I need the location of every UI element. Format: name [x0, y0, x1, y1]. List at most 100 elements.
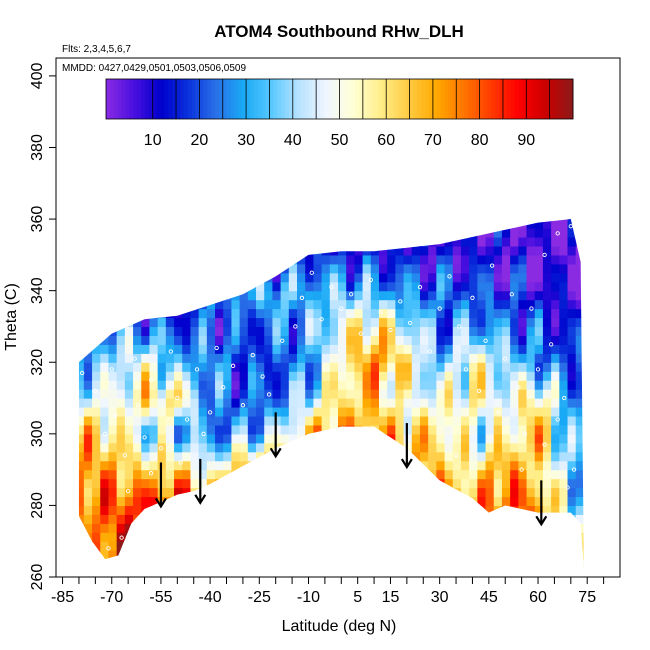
- heatmap-cell: [59, 559, 68, 569]
- x-tick-label: 5: [353, 589, 362, 606]
- heatmap-cell: [567, 568, 577, 570]
- heatmap-cell: [231, 442, 241, 453]
- heatmap-cell: [460, 389, 470, 399]
- heatmap-cell: [313, 460, 323, 471]
- heatmap-cell: [501, 487, 511, 498]
- heatmap-cell: [231, 201, 240, 211]
- heatmap-cell: [411, 335, 421, 345]
- colorbar-cell: [214, 79, 220, 119]
- heatmap-cell: [346, 389, 355, 399]
- heatmap-cell: [141, 326, 151, 336]
- heatmap-cell: [305, 514, 315, 524]
- heatmap-cell: [387, 281, 396, 292]
- heatmap-cell: [100, 272, 110, 283]
- heatmap-cell: [223, 523, 233, 533]
- heatmap-cell: [518, 433, 528, 444]
- heatmap-cell: [124, 362, 134, 372]
- heatmap-cell: [206, 398, 216, 408]
- heatmap-cell: [346, 263, 355, 274]
- heatmap-cell: [501, 317, 511, 328]
- heatmap-cell: [518, 299, 528, 310]
- heatmap-cell: [485, 568, 495, 570]
- heatmap-cell: [338, 398, 347, 408]
- heatmap-cell: [157, 380, 167, 390]
- heatmap-cell: [239, 398, 249, 408]
- heatmap-cell: [182, 201, 191, 211]
- heatmap-cell: [403, 523, 413, 533]
- heatmap-cell: [362, 532, 372, 542]
- heatmap-cell: [575, 353, 584, 363]
- heatmap-cell: [395, 487, 405, 498]
- heatmap-cell: [510, 406, 519, 417]
- heatmap-cell: [419, 442, 429, 453]
- heatmap-cell: [321, 398, 331, 408]
- data-point: [207, 410, 213, 415]
- heatmap-cell: [411, 424, 421, 435]
- colorbar-cell: [347, 79, 352, 119]
- heatmap-cell: [469, 236, 478, 247]
- heatmap-cell: [346, 398, 355, 408]
- heatmap-cell: [158, 201, 167, 211]
- heatmap-cell: [338, 406, 347, 417]
- heatmap-cell: [403, 532, 413, 542]
- heatmap-cell: [108, 201, 117, 211]
- heatmap-cell: [542, 290, 552, 301]
- heatmap-cell: [288, 371, 298, 381]
- heatmap-cell: [124, 308, 134, 319]
- heatmap-cell: [78, 406, 85, 417]
- heatmap-cell: [485, 299, 495, 310]
- heatmap-cell: [395, 228, 405, 238]
- heatmap-cell: [165, 550, 175, 560]
- heatmap-cell: [338, 514, 347, 524]
- heatmap-cell: [174, 505, 183, 515]
- heatmap-cell: [346, 559, 355, 569]
- heatmap-cell: [510, 254, 519, 265]
- heatmap-cell: [280, 353, 290, 363]
- colorbar-cell: [308, 79, 313, 119]
- heatmap-cell: [370, 424, 380, 435]
- heatmap-cell: [133, 523, 142, 533]
- heatmap-cell: [157, 433, 167, 444]
- heatmap-cell: [78, 559, 85, 569]
- heatmap-cell: [280, 281, 290, 292]
- heatmap-cell: [346, 514, 355, 524]
- heatmap-cell: [92, 478, 101, 489]
- heatmap-cell: [149, 219, 159, 229]
- heatmap-cell: [411, 290, 421, 301]
- heatmap-cell: [149, 415, 159, 426]
- heatmap-cell: [551, 371, 560, 381]
- heatmap-cell: [403, 317, 413, 328]
- heatmap-cell: [436, 281, 446, 292]
- heatmap-cell: [157, 228, 167, 238]
- heatmap-cell: [493, 380, 503, 390]
- heatmap-cell: [272, 460, 282, 471]
- heatmap-cell: [182, 523, 192, 533]
- heatmap-cell: [387, 380, 396, 390]
- heatmap-cell: [510, 460, 519, 471]
- heatmap-cell: [436, 201, 445, 211]
- colorbar-cell: [565, 79, 570, 119]
- colorbar-cell: [152, 79, 158, 119]
- heatmap-cell: [297, 389, 306, 399]
- heatmap-cell: [460, 308, 470, 319]
- heatmap-cell: [518, 568, 528, 570]
- heatmap-cell: [100, 478, 110, 489]
- heatmap-cell: [485, 272, 495, 283]
- heatmap-cell: [583, 568, 584, 570]
- heatmap-cell: [395, 433, 405, 444]
- heatmap-cell: [133, 245, 142, 256]
- heatmap-cell: [444, 398, 454, 408]
- heatmap-cell: [321, 254, 331, 265]
- heatmap-cell: [428, 406, 437, 417]
- heatmap-cell: [67, 488, 76, 498]
- heatmap-cell: [542, 219, 552, 220]
- heatmap-cell: [477, 335, 487, 345]
- heatmap-cell: [362, 219, 372, 229]
- heatmap-cell: [510, 308, 519, 319]
- heatmap-cell: [526, 254, 536, 265]
- heatmap-cell: [321, 362, 331, 372]
- heatmap-cell: [100, 451, 110, 462]
- heatmap-cell: [280, 362, 290, 372]
- heatmap-cell: [264, 469, 274, 480]
- heatmap-cell: [387, 532, 396, 542]
